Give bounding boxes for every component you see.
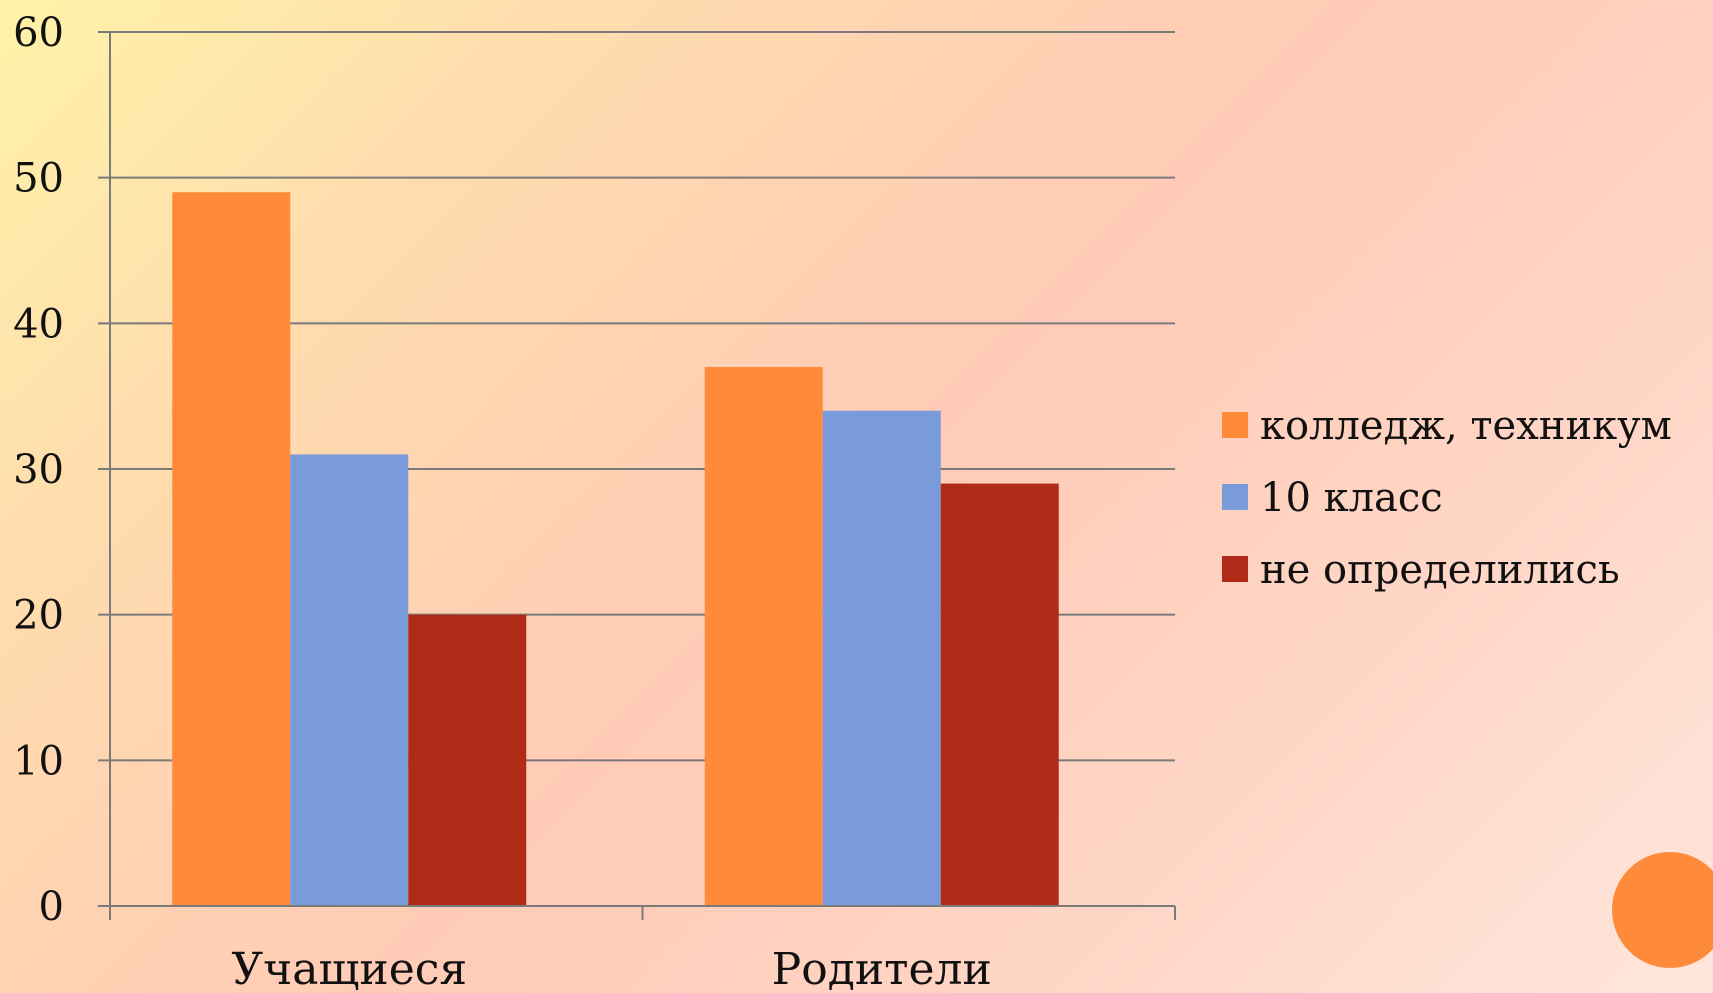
legend-swatch-3 xyxy=(1222,556,1248,582)
y-tick-label: 60 xyxy=(13,10,64,56)
bars xyxy=(172,192,1059,906)
y-tick-label: 40 xyxy=(13,301,64,347)
axes xyxy=(98,32,1176,920)
bar-3-1 xyxy=(408,614,527,906)
bar-2-1 xyxy=(290,454,409,906)
bar-3-2 xyxy=(940,483,1059,906)
y-tick-label: 50 xyxy=(13,156,64,202)
y-tick-label: 10 xyxy=(13,738,64,784)
bar-1-2 xyxy=(704,367,823,906)
y-tick-label: 30 xyxy=(13,447,64,493)
legend: колледж, техникум 10 класс не определились xyxy=(1222,403,1672,593)
bar-1-1 xyxy=(172,192,291,906)
axis-labels: 0 10 20 30 40 50 60 Учащиеся Родители xyxy=(13,10,992,993)
y-tick-label: 0 xyxy=(39,884,64,930)
x-category-label: Родители xyxy=(772,944,992,993)
x-category-label: Учащиеся xyxy=(231,944,467,993)
legend-swatch-1 xyxy=(1222,412,1248,438)
legend-label-2: 10 класс xyxy=(1260,475,1443,521)
y-tick-label: 20 xyxy=(13,593,64,639)
legend-swatch-2 xyxy=(1222,484,1248,510)
legend-label-1: колледж, техникум xyxy=(1260,403,1672,449)
decorative-orange-circle xyxy=(1612,852,1713,968)
legend-label-3: не определились xyxy=(1260,547,1620,593)
bar-2-2 xyxy=(822,410,941,906)
